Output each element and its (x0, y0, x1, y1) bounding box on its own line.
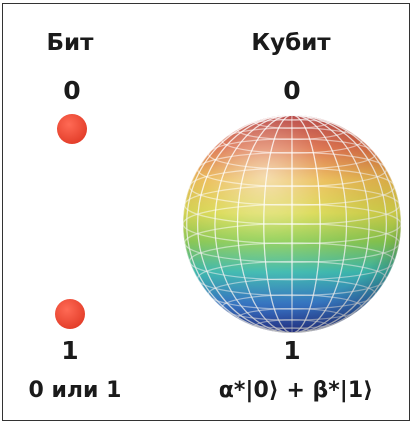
qubit-formula: α*|0⟩ + β*|1⟩ (218, 378, 374, 403)
bit-state-zero: 0 (63, 76, 81, 105)
bit-dot-zero (57, 114, 87, 144)
qubit-title: Кубит (251, 30, 331, 56)
qubit-state-one: 1 (283, 336, 301, 365)
bit-state-one: 1 (61, 336, 79, 365)
qubit-sphere (183, 115, 401, 333)
bit-description: 0 или 1 (28, 378, 122, 403)
bit-dot-one (55, 299, 85, 329)
bit-title: Бит (46, 30, 94, 56)
qubit-state-zero: 0 (283, 76, 301, 105)
